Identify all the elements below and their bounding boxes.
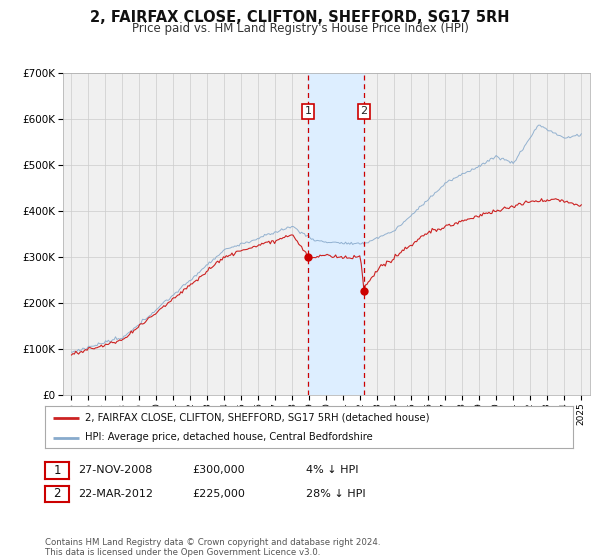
Bar xyxy=(308,73,364,395)
Text: £300,000: £300,000 xyxy=(192,465,245,475)
Text: 2, FAIRFAX CLOSE, CLIFTON, SHEFFORD, SG17 5RH (detached house): 2, FAIRFAX CLOSE, CLIFTON, SHEFFORD, SG1… xyxy=(85,413,429,423)
Text: 2: 2 xyxy=(53,487,61,501)
Text: 2, FAIRFAX CLOSE, CLIFTON, SHEFFORD, SG17 5RH: 2, FAIRFAX CLOSE, CLIFTON, SHEFFORD, SG1… xyxy=(90,10,510,25)
Text: 4% ↓ HPI: 4% ↓ HPI xyxy=(306,465,359,475)
Text: 1: 1 xyxy=(53,464,61,477)
Text: Price paid vs. HM Land Registry's House Price Index (HPI): Price paid vs. HM Land Registry's House … xyxy=(131,22,469,35)
Text: 1: 1 xyxy=(304,106,311,116)
Text: 28% ↓ HPI: 28% ↓ HPI xyxy=(306,489,365,499)
Text: Contains HM Land Registry data © Crown copyright and database right 2024.
This d: Contains HM Land Registry data © Crown c… xyxy=(45,538,380,557)
Text: £225,000: £225,000 xyxy=(192,489,245,499)
Text: 2: 2 xyxy=(361,106,368,116)
Text: HPI: Average price, detached house, Central Bedfordshire: HPI: Average price, detached house, Cent… xyxy=(85,432,373,442)
Text: 22-MAR-2012: 22-MAR-2012 xyxy=(78,489,153,499)
Text: 27-NOV-2008: 27-NOV-2008 xyxy=(78,465,152,475)
